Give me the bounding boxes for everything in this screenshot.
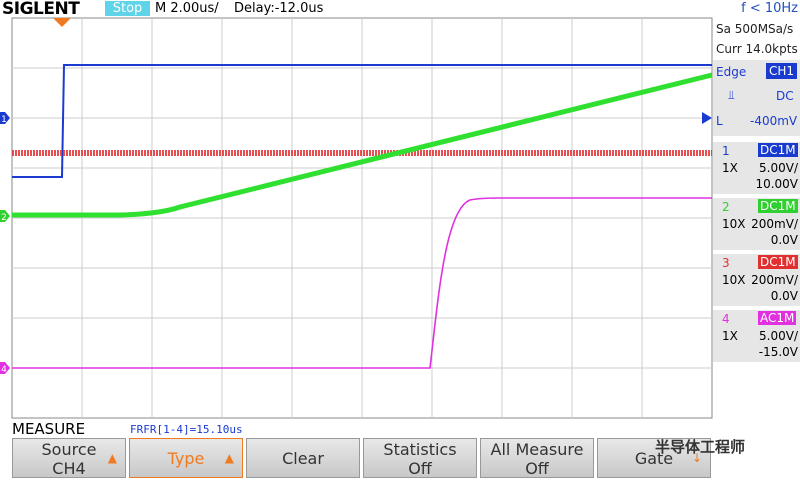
ch2-trace — [12, 72, 713, 218]
measure-result: FRFR[1-4]=15.10us — [130, 423, 243, 436]
softkey-label: Off — [408, 459, 432, 478]
channel-coupling: DC1M — [758, 255, 798, 269]
trigger-level: -400mV — [750, 114, 798, 128]
channel-marker-label: 1 — [1, 115, 7, 125]
softkey-label: Gate — [634, 449, 674, 468]
delay: Delay:-12.0us — [234, 1, 324, 16]
softkey[interactable]: All Measure Off — [480, 438, 594, 478]
edge-icon: ⫫ — [728, 88, 735, 102]
brand: SIGLENT — [2, 0, 80, 19]
trigger-level-marker — [702, 112, 712, 124]
channel-offset: -15.0V — [758, 345, 798, 359]
softkey[interactable]: Type ▲ — [129, 438, 243, 478]
header-bar — [0, 0, 800, 18]
softkey[interactable]: Clear — [246, 438, 360, 478]
channel-scale: 5.00V/ — [759, 329, 798, 343]
channel-number: 2 — [722, 200, 730, 214]
watermark: 半导体工程师 — [655, 438, 746, 456]
channel-marker — [0, 112, 10, 124]
channel-offset: 0.0V — [770, 233, 798, 247]
memory-depth: Curr 14.0kpts — [716, 42, 798, 56]
measure-title: MEASURE — [12, 420, 86, 438]
channel-number: 1 — [722, 144, 730, 158]
trigger-type: Edge — [716, 65, 747, 79]
softkey-label: All Measure — [490, 440, 584, 459]
softkey-label: Clear — [282, 449, 324, 468]
softkey-label: Off — [525, 459, 549, 478]
channel-scale: 200mV/ — [751, 217, 798, 231]
softkey-label: CH4 — [52, 459, 86, 478]
ch1-trace — [12, 64, 712, 178]
channel-offset: 0.0V — [770, 289, 798, 303]
softkey-arrow: ▲ — [224, 451, 234, 465]
channel-marker-label: 2 — [1, 213, 7, 223]
channel-scale: 5.00V/ — [759, 161, 798, 175]
trigger-coupling: DC — [776, 89, 794, 103]
channel-marker — [0, 210, 10, 222]
softkey[interactable]: Statistics Off — [363, 438, 477, 478]
channel-coupling: DC1M — [758, 143, 798, 157]
channel-offset: 10.00V — [755, 177, 798, 191]
channel-marker — [0, 362, 10, 374]
trigger-position — [53, 18, 71, 27]
softkey-label: Type — [167, 449, 205, 468]
softkey[interactable]: Gate ↓ — [597, 438, 711, 478]
sample-rate: Sa 500MSa/s — [716, 22, 794, 36]
channel-number: 4 — [722, 312, 730, 326]
softkey-arrow: ▲ — [107, 451, 117, 465]
channel-coupling: AC1M — [758, 311, 797, 325]
ch4-trace — [12, 197, 712, 369]
channel-marker-label: 4 — [1, 365, 7, 375]
frequency: f < 10Hz — [741, 1, 798, 16]
channel-number: 3 — [722, 256, 730, 270]
softkey[interactable]: Source CH4 ▲ — [12, 438, 126, 478]
channel-scale: 200mV/ — [751, 273, 798, 287]
channel-probe: 10X — [722, 273, 746, 287]
trigger-level-label: L — [716, 114, 723, 128]
channel-probe: 1X — [722, 161, 738, 175]
channel-probe: 1X — [722, 329, 738, 343]
run-status[interactable]: Stop — [105, 1, 150, 16]
timebase: M 2.00us/ — [155, 1, 219, 16]
channel-probe: 10X — [722, 217, 746, 231]
channel-coupling: DC1M — [758, 199, 798, 213]
softkey-label: Statistics — [383, 440, 457, 459]
channel-markers: 1 2 4 — [0, 112, 10, 375]
softkey-label: Source — [41, 440, 97, 459]
trigger-source: CH1 — [766, 63, 798, 79]
softkey-arrow: ↓ — [691, 451, 702, 465]
